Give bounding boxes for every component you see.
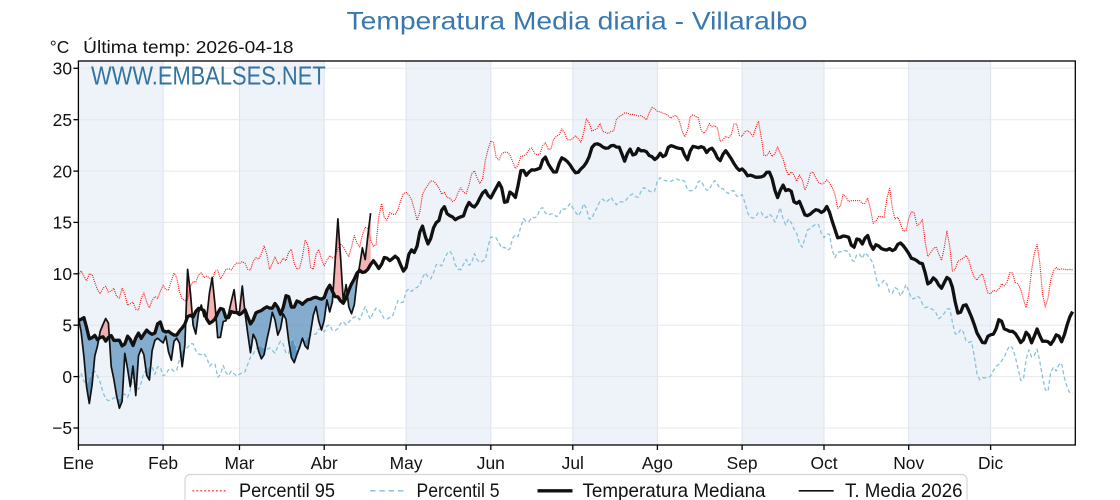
svg-text:Jul: Jul [562, 453, 584, 473]
svg-text:°C: °C [50, 37, 70, 57]
svg-text:Dic: Dic [978, 453, 1003, 473]
svg-text:10: 10 [53, 264, 72, 284]
svg-text:25: 25 [53, 110, 72, 130]
svg-text:Percentil 5: Percentil 5 [417, 481, 500, 500]
svg-text:WWW.EMBALSES.NET: WWW.EMBALSES.NET [91, 63, 326, 91]
svg-text:Temperatura Mediana: Temperatura Mediana [583, 481, 766, 500]
svg-text:Jun: Jun [477, 453, 505, 473]
svg-text:30: 30 [53, 59, 72, 79]
svg-text:Abr: Abr [311, 453, 338, 473]
svg-text:5: 5 [62, 315, 72, 335]
svg-text:Feb: Feb [148, 453, 178, 473]
svg-text:Oct: Oct [810, 453, 837, 473]
svg-text:20: 20 [53, 161, 72, 181]
svg-text:Última temp: 2026-04-18: Última temp: 2026-04-18 [83, 37, 293, 57]
svg-text:Mar: Mar [225, 453, 255, 473]
svg-text:15: 15 [53, 213, 72, 233]
svg-text:0: 0 [62, 367, 72, 387]
svg-text:Sep: Sep [727, 453, 758, 473]
svg-text:−5: −5 [52, 418, 72, 438]
svg-text:Ene: Ene [63, 453, 94, 473]
svg-text:Ago: Ago [642, 453, 673, 473]
svg-text:Percentil 95: Percentil 95 [239, 481, 335, 500]
svg-text:May: May [390, 453, 423, 473]
svg-text:Nov: Nov [893, 453, 924, 473]
svg-text:T. Media 2026: T. Media 2026 [845, 481, 963, 500]
svg-text:Temperatura Media diaria - Vil: Temperatura Media diaria - Villaralbo [347, 9, 808, 36]
